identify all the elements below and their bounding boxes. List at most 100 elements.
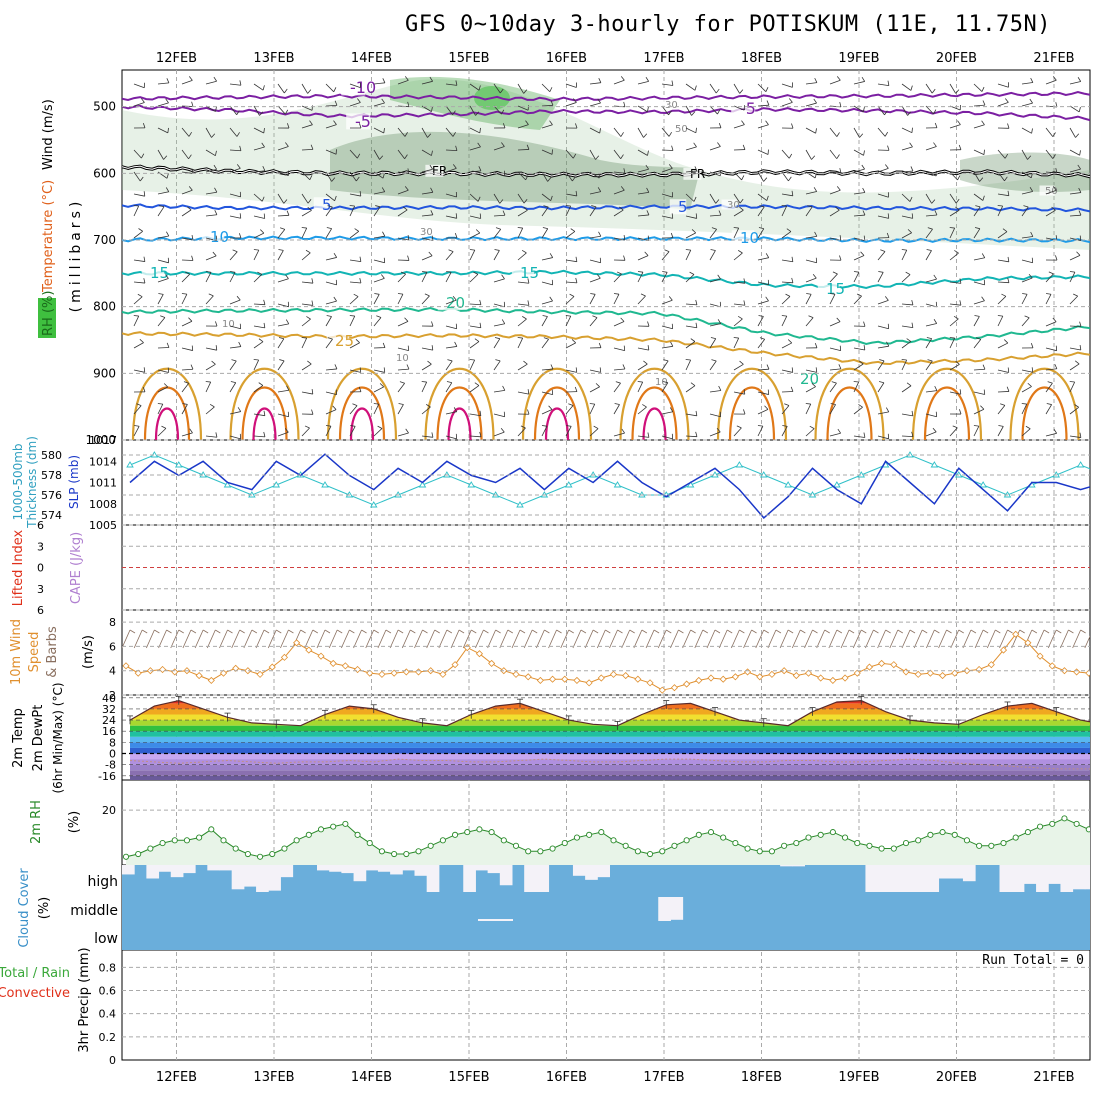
upper-barb-30-3	[853, 149, 864, 156]
warm-loop-8-1	[923, 386, 971, 440]
upper-barb-flag-11-15	[398, 403, 404, 405]
upper-barb-flag-32-15	[911, 410, 914, 416]
upper-barb-flag-11-14	[399, 381, 405, 384]
upper-barb-flag-13-0	[455, 80, 458, 86]
upper-barb-14-13	[469, 359, 476, 371]
upper-barb-flag-29-13	[838, 364, 842, 370]
wind-barb-3	[158, 629, 167, 649]
upper-barb-21-5	[637, 191, 649, 195]
inline-label-bg-21	[669, 123, 685, 134]
upper-barb-25-11	[733, 318, 743, 327]
upper-barb-flag-38-6	[1051, 206, 1056, 211]
upper-barb-12-14	[421, 381, 428, 393]
upper-barb-2-4	[181, 171, 193, 174]
cloud-high-bar-65	[914, 865, 927, 892]
panel-frame-wind	[121, 609, 1091, 696]
upper-barb-27-3	[781, 149, 790, 159]
upper-barb-flag-16-2	[525, 120, 529, 125]
upper-barb-flag-10-14	[379, 383, 385, 388]
upper-barb-36-16	[997, 426, 1004, 437]
upper-barb-12-0	[421, 80, 433, 85]
rh-point-61	[866, 842, 873, 849]
wind-barb-24	[414, 629, 423, 649]
wind-speed-point-75	[1036, 652, 1044, 660]
thickness-point-14	[467, 481, 476, 488]
upper-barb-12-6	[421, 214, 433, 217]
upper-barb-flag-15-11	[501, 319, 506, 324]
upper-barb-flag-26-13	[766, 364, 770, 370]
upper-barb-flag-14-3	[477, 142, 481, 148]
wind-speed-point-44	[658, 686, 666, 694]
upper-barb-7-0	[301, 83, 308, 94]
rh-point-19	[354, 831, 361, 838]
upper-barb-17-8	[541, 257, 553, 261]
rh-point-7	[208, 826, 215, 833]
rh-point-47	[695, 831, 702, 838]
upper-barb-31-15	[877, 411, 889, 415]
axis-label-wind10m: 10m Wind	[9, 619, 24, 685]
upper-barb-flag-15-9	[501, 274, 505, 280]
temp-tick-24: 24	[102, 714, 116, 727]
wind-barb-flag-14	[300, 629, 306, 634]
upper-barb-1-1	[157, 102, 169, 107]
upper-barb-35-14	[973, 391, 985, 395]
upper-barb-5-3	[253, 146, 265, 151]
upper-barb-22-6	[661, 215, 673, 219]
upper-barb-flag-7-16	[304, 425, 310, 429]
upper-barb-flag-21-11	[647, 321, 650, 327]
upper-barb-24-12	[709, 338, 717, 349]
upper-barb-flag-35-15	[980, 405, 985, 410]
upper-barb-13-3	[445, 149, 458, 152]
temp-line	[129, 699, 1090, 727]
upper-barb-flag-38-3	[1052, 154, 1056, 159]
upper-barb-4-0	[229, 83, 241, 86]
upper-barb-flag-19-11	[592, 315, 598, 318]
precip-tick-0.8: 0.8	[99, 961, 117, 974]
upper-barb-6-7	[277, 229, 286, 239]
wind-barb-flag-6	[202, 629, 209, 634]
upper-barb-flag-37-2	[1031, 128, 1033, 134]
upper-barb-2-5	[181, 189, 193, 195]
thickness-point-27	[784, 481, 792, 488]
wind-barb-flag-49	[726, 629, 733, 634]
wind-barb-45	[670, 629, 679, 649]
upper-barb-flag-12-2	[427, 133, 432, 138]
wind-barb-flag-21	[385, 629, 392, 634]
rh-shade-mid	[330, 131, 700, 210]
thickness-point-39	[1076, 461, 1085, 468]
upper-barb-flag-6-5	[283, 199, 288, 204]
wind-tick-4: 4	[109, 665, 116, 678]
upper-barb-30-7	[853, 237, 865, 241]
upper-barb-22-12	[661, 345, 673, 349]
thk-tick-576: 576	[41, 489, 62, 502]
upper-barb-16-3	[517, 149, 530, 151]
upper-barb-flag-5-3	[261, 142, 265, 148]
upper-barb-8-16	[325, 426, 332, 437]
wind-speed-point-12	[268, 663, 276, 671]
wind-speed-point-79	[1085, 669, 1090, 677]
upper-barb-flag-32-10	[911, 299, 914, 306]
wind-barb-64	[901, 629, 911, 649]
upper-barb-3-12	[205, 347, 217, 351]
inline-label-11: 15	[826, 280, 845, 298]
temp-axis-label: 2m Temp 2m DewPt (6hr Min/Max) (°C)	[11, 682, 65, 793]
wind-barb-flag-23	[410, 629, 416, 634]
upper-barb-flag-29-5	[836, 186, 841, 191]
inline-label-18: 30	[665, 100, 678, 111]
upper-barb-19-3	[589, 149, 596, 160]
upper-barb-2-8	[181, 259, 194, 261]
upper-barb-flag-15-7	[495, 227, 501, 230]
temp-bands	[130, 700, 1090, 780]
upper-barb-flag-10-2	[383, 127, 385, 134]
slp-plot	[126, 451, 1090, 519]
upper-barb-flag-0-7	[138, 228, 143, 232]
upper-barb-flag-25-14	[743, 389, 746, 395]
upper-barb-flag-37-11	[1024, 315, 1030, 319]
cloud-layer-label-low: low	[94, 931, 118, 947]
upper-barb-25-14	[733, 391, 745, 395]
upper-barb-flag-38-2	[1052, 132, 1056, 137]
wind-barb-54	[779, 629, 789, 649]
wind-barb-26	[438, 629, 448, 649]
upper-barb-22-0	[661, 83, 673, 86]
upper-barb-23-15	[685, 413, 697, 417]
